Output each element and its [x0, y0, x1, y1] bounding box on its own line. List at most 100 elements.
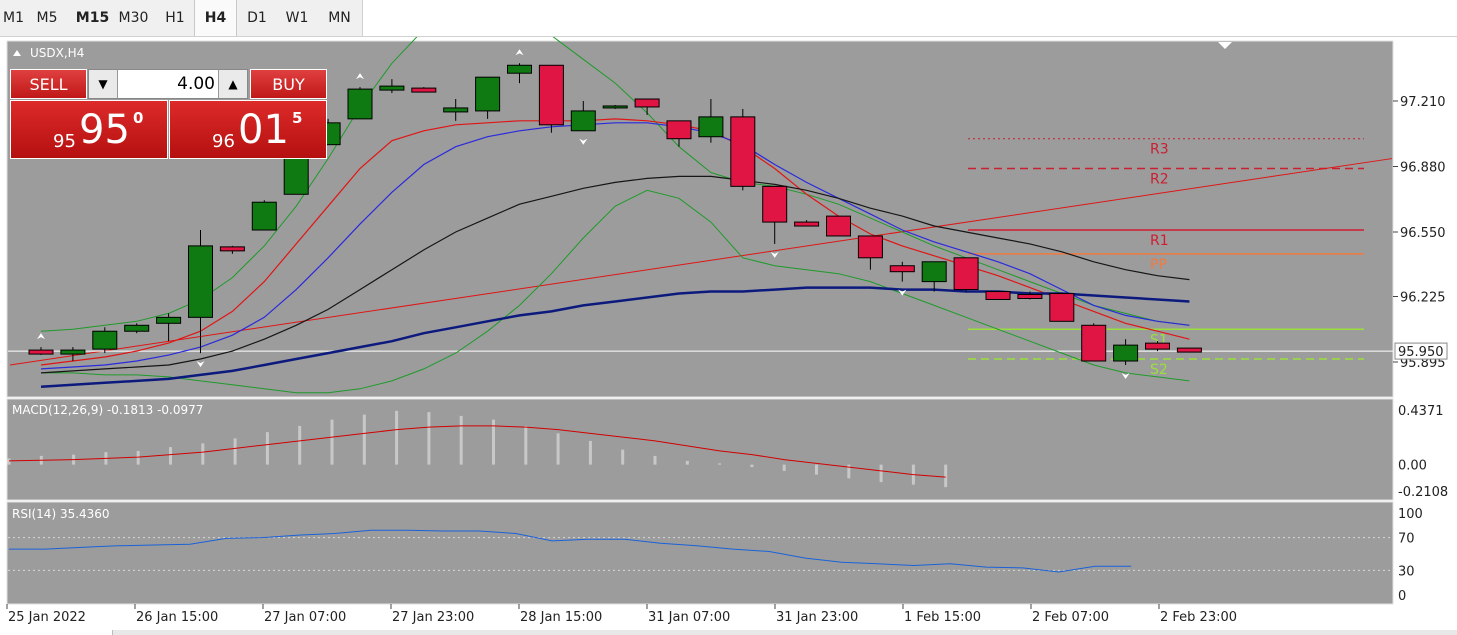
macd-histogram-bar	[718, 463, 722, 465]
timeframe-m15[interactable]: M15	[75, 10, 110, 26]
candle[interactable]	[730, 108, 756, 191]
symbol-label: USDX,H4	[30, 46, 84, 60]
macd-histogram-bar	[492, 419, 495, 465]
macd-histogram-bar	[685, 460, 689, 465]
candle[interactable]	[188, 230, 213, 354]
moving-average-line-2[interactable]	[40, 122, 1190, 370]
candle[interactable]	[1145, 341, 1170, 352]
candle[interactable]	[953, 257, 979, 292]
candle[interactable]	[921, 261, 947, 292]
candle[interactable]	[124, 323, 150, 334]
time-axis-label: 27 Jan 07:00	[264, 610, 346, 625]
candle[interactable]	[1176, 347, 1202, 353]
timeframe-m30[interactable]: M30	[118, 10, 149, 26]
rsi-axis-tick: 100	[1398, 507, 1423, 522]
rsi-line[interactable]	[9, 529, 1132, 573]
fractal-down-icon	[770, 251, 779, 258]
candle[interactable]	[698, 99, 724, 143]
candle[interactable]	[1017, 291, 1043, 300]
macd-histogram-bar	[7, 458, 11, 465]
candle[interactable]	[1049, 293, 1075, 322]
chart-shift-triangle-icon[interactable]	[1218, 42, 1232, 49]
candle[interactable]	[443, 99, 469, 121]
candle[interactable]	[1113, 339, 1139, 365]
macd-label: MACD(12,26,9) -0.1813 -0.0977	[12, 403, 203, 417]
moving-average-line-3[interactable]	[40, 175, 1190, 374]
time-axis-label: 25 Jan 2022	[8, 610, 86, 625]
timeframe-w1[interactable]: W1	[285, 10, 309, 26]
sell-button[interactable]: SELL	[10, 69, 87, 99]
price-axis-tick: 95.895	[1400, 356, 1446, 371]
rsi-panel[interactable]	[6, 501, 1394, 605]
macd-histogram-bar	[459, 415, 463, 465]
lot-size-input[interactable]	[119, 70, 215, 98]
candle[interactable]	[283, 156, 309, 195]
candle[interactable]	[666, 120, 692, 147]
timeframe-d1[interactable]: D1	[247, 10, 267, 26]
candle[interactable]	[570, 101, 596, 132]
price-axis-tick: 96.880	[1400, 160, 1446, 175]
moving-average-line-1[interactable]	[40, 118, 1190, 366]
candle[interactable]	[794, 220, 820, 227]
lot-size-field[interactable]: ▼ ▲	[88, 69, 248, 99]
sell-price-sup: 0	[133, 109, 144, 127]
bollinger-lower-line[interactable]	[41, 189, 1190, 394]
macd-signal-line[interactable]	[8, 425, 946, 478]
time-axis-label: 26 Jan 15:00	[136, 610, 218, 625]
candle[interactable]	[347, 87, 373, 120]
candle[interactable]	[507, 63, 532, 84]
timeframe-m1[interactable]: M1	[3, 10, 24, 26]
candle[interactable]	[156, 313, 182, 342]
collapse-triangle-icon[interactable]	[13, 50, 21, 56]
buy-button[interactable]: BUY	[250, 69, 327, 99]
candle[interactable]	[92, 327, 118, 354]
sell-price-small: 95	[53, 131, 76, 152]
timeframe-m5[interactable]: M5	[36, 10, 58, 26]
time-axis-label: 2 Feb 07:00	[1032, 610, 1109, 625]
candle[interactable]	[762, 185, 788, 244]
macd-histogram-bar	[524, 425, 528, 465]
candle[interactable]	[411, 87, 437, 93]
pivot-r2-label: R2	[1150, 171, 1169, 187]
candle[interactable]	[889, 261, 915, 282]
sell-price-box[interactable]: 95 95 0	[10, 100, 168, 159]
lot-increase-icon[interactable]: ▲	[218, 70, 247, 98]
pivot-r3-label: R3	[1150, 142, 1169, 158]
macd-histogram-bar	[815, 464, 818, 475]
candle[interactable]	[1081, 323, 1107, 362]
candle[interactable]	[60, 347, 86, 362]
macd-histogram-bar	[782, 464, 786, 471]
price-axis-tick: 97.210	[1400, 95, 1446, 110]
candle[interactable]	[28, 347, 54, 356]
timeframe-mn[interactable]: MN	[328, 10, 351, 26]
macd-histogram-bar	[395, 410, 399, 465]
candle[interactable]	[985, 291, 1011, 300]
candle[interactable]	[826, 215, 851, 237]
timeframe-h4[interactable]: H4	[194, 0, 237, 36]
rsi-axis-tick: 70	[1398, 532, 1415, 547]
macd-panel[interactable]	[6, 398, 1394, 501]
bollinger-upper-line[interactable]	[40, 37, 1190, 332]
macd-histogram-bar	[169, 447, 172, 465]
time-axis-label: 31 Jan 23:00	[776, 610, 858, 625]
buy-price-box[interactable]: 96 01 5	[169, 100, 327, 159]
candle[interactable]	[602, 104, 628, 109]
fractal-up-icon	[515, 49, 524, 56]
lot-decrease-icon[interactable]: ▼	[89, 70, 118, 98]
candle[interactable]	[538, 64, 564, 133]
fractal-down-icon	[898, 289, 907, 296]
candle[interactable]	[475, 76, 501, 119]
price-axis-tick: 96.550	[1400, 226, 1446, 241]
candle[interactable]	[251, 200, 277, 231]
candle[interactable]	[857, 235, 883, 270]
time-axis-label: 28 Jan 15:00	[520, 610, 602, 625]
macd-histogram-bar	[556, 433, 560, 465]
timeframe-h1[interactable]: H1	[165, 10, 185, 26]
buy-price-sup: 5	[292, 109, 303, 127]
candle[interactable]	[634, 98, 660, 115]
candle[interactable]	[219, 245, 245, 254]
bottom-active-tab[interactable]	[0, 630, 113, 635]
macd-axis-tick: 0.4371	[1398, 404, 1444, 419]
candle[interactable]	[379, 79, 405, 94]
